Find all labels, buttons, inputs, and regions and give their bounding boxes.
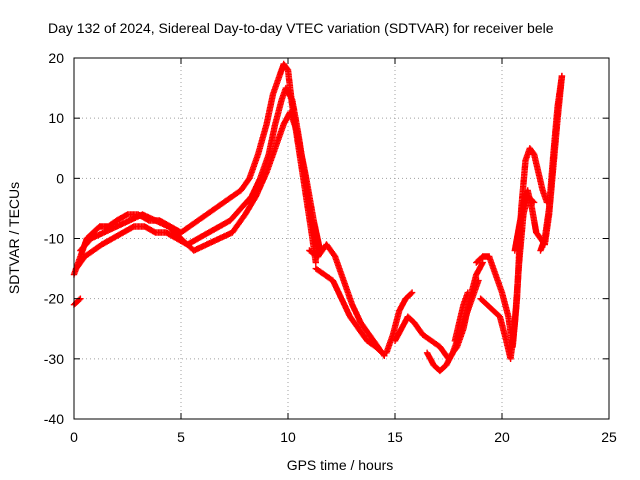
y-tick-label: 20 [48, 50, 64, 66]
series-arc-7 [383, 289, 416, 356]
data-point-markers [70, 295, 84, 308]
series-arc-8 [391, 259, 486, 362]
data-point-markers [423, 277, 482, 375]
chart-title: Day 132 of 2024, Sidereal Day-to-day VTE… [48, 20, 554, 36]
x-tick-label: 25 [601, 429, 617, 445]
series-arc-9 [423, 277, 482, 375]
data-point-markers [306, 241, 388, 359]
series-arc-4 [70, 295, 84, 308]
data-point-markers [477, 193, 538, 362]
x-axis-label: GPS time / hours [287, 457, 394, 473]
series-arc-5 [306, 241, 388, 359]
series-arc-1 [70, 60, 319, 278]
series-arc-12 [477, 193, 538, 362]
axis-ticks: 0 5 10 15 20 25 -40 -30 -20 -10 0 10 20 [44, 50, 617, 445]
y-tick-label: -20 [44, 291, 64, 307]
data-point-markers [537, 72, 566, 254]
data-point-markers [451, 289, 471, 344]
series-arc-6 [312, 265, 386, 356]
data-point-markers [391, 259, 486, 362]
y-tick-label: 0 [56, 170, 64, 186]
data-point-markers [70, 60, 319, 278]
grid-layer [74, 58, 609, 419]
y-tick-label: 10 [48, 110, 64, 126]
x-tick-label: 10 [280, 429, 296, 445]
x-tick-label: 5 [177, 429, 185, 445]
x-tick-label: 0 [70, 429, 78, 445]
data-points [70, 60, 566, 375]
series-arc-14 [537, 72, 566, 254]
y-tick-label: -10 [44, 231, 64, 247]
series-arc-10 [451, 289, 471, 344]
data-point-markers [77, 109, 324, 254]
x-tick-label: 20 [494, 429, 510, 445]
y-axis-label: SDTVAR / TECUs [6, 182, 22, 294]
data-point-markers [312, 265, 386, 356]
x-tick-label: 15 [387, 429, 403, 445]
y-tick-label: -30 [44, 351, 64, 367]
series-arc-3 [77, 109, 324, 254]
data-point-markers [383, 289, 416, 356]
y-tick-label: -40 [44, 411, 64, 427]
